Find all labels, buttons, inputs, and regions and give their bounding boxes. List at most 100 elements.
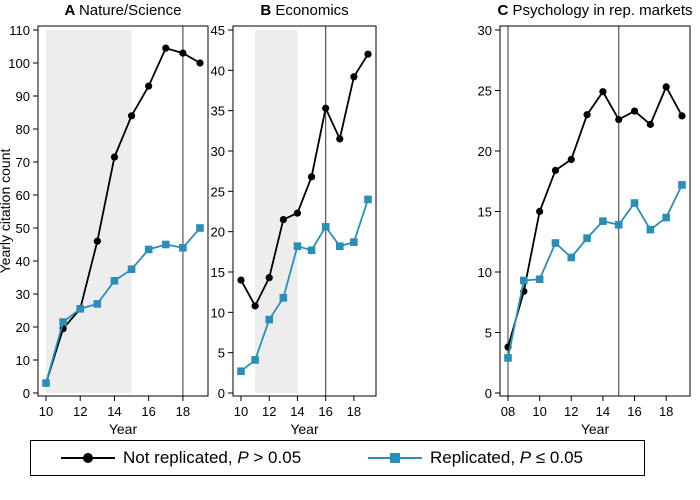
- panel-a-y-tick-label: 10: [16, 353, 30, 368]
- panel-a-point-replicated: [76, 305, 85, 313]
- panel-a-point-not-replicated: [93, 237, 101, 245]
- panel-a-point-replicated: [93, 300, 102, 308]
- panel-c-x-tick-label: 14: [596, 404, 610, 419]
- panel-c-point-replicated: [583, 234, 591, 242]
- panel-a-point-replicated: [144, 245, 153, 254]
- panel-a-y-tick-label: 20: [16, 320, 30, 335]
- panel-c-point-not-replicated: [630, 107, 639, 115]
- panel-c-frame: [499, 25, 691, 397]
- panel-b-x-tick-label: 12: [262, 404, 276, 419]
- panel-b-x-tick-label: 16: [318, 404, 332, 419]
- legend-marker-circle-icon: [61, 453, 115, 463]
- panel-c-point-replicated: [520, 276, 528, 285]
- legend-entry-not-replicated: Not replicated, P > 0.05: [59, 441, 301, 475]
- panel-a-point-not-replicated: [127, 112, 136, 120]
- panel-b-x-tick-label: 18: [347, 404, 361, 419]
- panel-a-y-tick-label: 30: [16, 287, 30, 302]
- panel-c-point-not-replicated: [662, 83, 670, 91]
- panel-a-x-tick-label: 18: [176, 404, 190, 419]
- panel-c-point-replicated: [567, 253, 576, 262]
- legend-entry-replicated: Replicated, P ≤ 0.05: [366, 441, 583, 475]
- panel-c-line-replicated: [507, 184, 683, 359]
- panel-b-point-not-replicated: [293, 209, 302, 217]
- panel-b-point-replicated: [265, 315, 274, 324]
- panel-b-point-not-replicated: [307, 173, 316, 181]
- panel-b-y-tick-label: 10: [211, 305, 225, 320]
- panel-a-x-tick-label: 10: [39, 404, 53, 419]
- panel-a-point-replicated: [161, 240, 170, 249]
- panel-b-point-not-replicated: [364, 50, 372, 58]
- panel-b-point-not-replicated: [350, 73, 358, 81]
- panel-b-title: B Economics: [260, 2, 348, 19]
- panel-b-y-tick-label: 15: [211, 265, 225, 280]
- panel-a-x-tick-label: 12: [73, 404, 87, 419]
- panel-c-point-not-replicated: [678, 112, 686, 120]
- panel-b-point-replicated: [237, 367, 245, 376]
- panel-b-point-replicated: [364, 195, 372, 204]
- panel-c-point-replicated: [614, 221, 623, 229]
- panel-b-point-not-replicated: [336, 135, 344, 143]
- panel-b-point-replicated: [279, 294, 288, 302]
- panel-c-x-tick-label: 08: [501, 404, 515, 419]
- panel-c-point-not-replicated: [551, 166, 560, 174]
- panel-b-point-replicated: [350, 238, 358, 246]
- panel-b-y-tick-label: 5: [218, 346, 225, 361]
- panel-b-x-tick-label: 14: [290, 404, 304, 419]
- panel-c-point-replicated: [662, 213, 670, 222]
- panel-a-point-replicated: [59, 318, 67, 326]
- panel-c-point-replicated: [504, 354, 512, 362]
- panel-c-y-tick-label: 25: [478, 84, 492, 99]
- panel-b-line-replicated: [240, 199, 369, 372]
- panel-a-title-text: Nature/Science: [79, 2, 182, 19]
- panel-c-y-tick-label: 30: [478, 23, 492, 38]
- panel-b-y-tick-label: 25: [211, 184, 225, 199]
- panel-c-x-axis-label: Year: [581, 421, 610, 437]
- panel-b-y-tick-label: 0: [218, 386, 225, 401]
- panel-a-title: A Nature/Science: [64, 2, 181, 19]
- panel-b-letter: B: [260, 2, 275, 19]
- panel-c-point-replicated: [630, 199, 639, 207]
- panel-a-x-tick-label: 16: [141, 404, 155, 419]
- panel-b-point-not-replicated: [265, 274, 273, 282]
- panel-a-y-tick-label: 80: [16, 122, 30, 137]
- panel-a-y-tick-label: 50: [16, 221, 30, 236]
- panel-a-line-not-replicated: [45, 47, 201, 384]
- panel-c-point-not-replicated: [567, 155, 575, 164]
- panel-b-y-tick-label: 30: [211, 144, 225, 159]
- panel-a-point-replicated: [179, 244, 187, 252]
- panel-a-point-not-replicated: [196, 59, 204, 67]
- panel-a-y-tick-label: 70: [16, 155, 30, 170]
- panel-a-point-not-replicated: [145, 82, 153, 90]
- panel-c-point-replicated: [678, 181, 686, 189]
- panel-c-title-text: Psychology in rep. markets: [512, 2, 692, 19]
- panel-a-point-not-replicated: [110, 153, 119, 161]
- panel-a-x-axis-label: Year: [109, 421, 138, 437]
- panel-b-point-replicated: [321, 223, 330, 231]
- panel-c-point-not-replicated: [615, 115, 623, 124]
- panel-a-point-replicated: [110, 277, 119, 285]
- panel-a-point-replicated: [196, 224, 204, 232]
- panel-b-y-tick-label: 35: [211, 104, 225, 119]
- panel-b-y-tick-label: 45: [211, 23, 225, 38]
- panel-c-x-tick-label: 10: [532, 404, 546, 419]
- panel-c-point-replicated: [646, 225, 655, 234]
- panel-a-x-tick-label: 14: [107, 404, 121, 419]
- panel-c-point-not-replicated: [599, 88, 607, 96]
- panel-c-y-tick-label: 5: [485, 326, 492, 341]
- panel-a-point-replicated: [127, 265, 136, 274]
- legend-label-not-replicated: Not replicated, P > 0.05: [123, 448, 302, 467]
- panel-a-y-tick-label: 40: [16, 254, 30, 269]
- panel-b-point-replicated: [293, 242, 302, 250]
- panel-b-x-tick-label: 10: [234, 404, 248, 419]
- panel-c-point-replicated: [551, 239, 560, 247]
- panel-a-y-tick-label: 60: [16, 188, 30, 203]
- legend: Not replicated, P > 0.05 Replicated, P ≤…: [30, 440, 645, 476]
- panel-b-point-not-replicated: [322, 104, 330, 112]
- panel-a-point-not-replicated: [162, 44, 170, 52]
- panel-a-y-tick-label: 100: [8, 56, 30, 71]
- legend-label-replicated: Replicated, P ≤ 0.05: [430, 448, 583, 467]
- panel-c-y-tick-label: 0: [485, 386, 492, 401]
- panel-a-frame: [37, 25, 209, 397]
- panel-b-y-tick-label: 20: [211, 225, 225, 240]
- panel-b-point-replicated: [335, 242, 344, 250]
